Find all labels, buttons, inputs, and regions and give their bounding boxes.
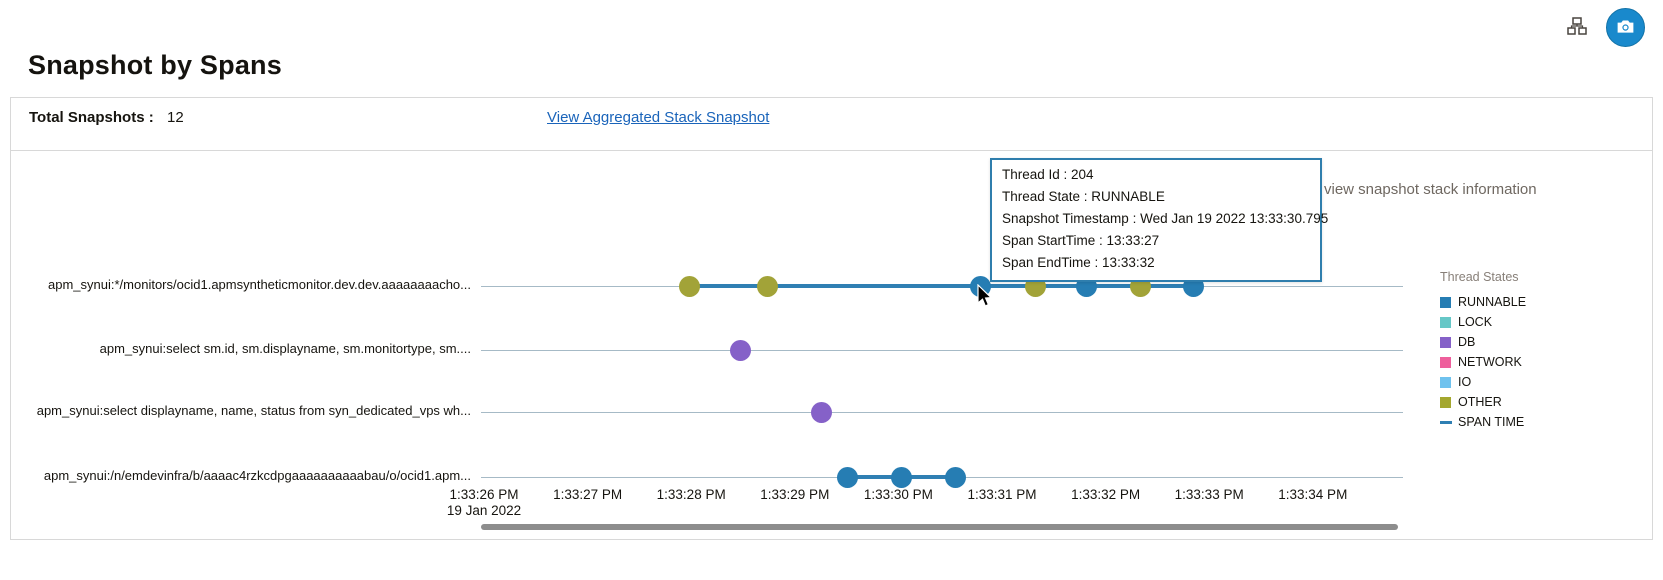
chart-row-label: apm_synui:select sm.id, sm.displayname, … <box>99 341 471 356</box>
snapshot-point[interactable] <box>837 466 859 488</box>
legend-title: Thread States <box>1440 270 1519 284</box>
legend-swatch <box>1440 396 1451 408</box>
snapshot-point[interactable] <box>944 466 966 488</box>
snapshot-point[interactable] <box>970 275 992 297</box>
legend-item-db: DB <box>1440 332 1526 352</box>
legend-swatch <box>1440 420 1452 424</box>
legend-label: OTHER <box>1458 395 1502 409</box>
legend-swatch <box>1440 376 1451 388</box>
snapshot-point[interactable] <box>891 466 912 488</box>
tooltip-span-endtime: Span EndTime : 13:33:32 <box>1002 255 1155 270</box>
tooltip-thread-id: Thread Id : 204 <box>1002 167 1094 182</box>
tooltip-snapshot-timestamp: Snapshot Timestamp : Wed Jan 19 2022 13:… <box>1002 211 1329 226</box>
snapshot-point[interactable] <box>811 401 833 423</box>
legend-item-runnable: RUNNABLE <box>1440 292 1526 312</box>
legend-item-io: IO <box>1440 372 1526 392</box>
snapshot-point[interactable] <box>757 275 779 297</box>
hierarchy-view-button[interactable] <box>1562 13 1592 43</box>
snapshot-point[interactable] <box>678 275 700 297</box>
view-snapshot-hint-text: view snapshot stack information <box>1324 181 1537 198</box>
hierarchy-icon <box>1567 17 1587 38</box>
legend-label: LOCK <box>1458 315 1493 329</box>
legend-item-network: NETWORK <box>1440 352 1526 372</box>
snapshot-tooltip: Thread Id : 204 Thread State : RUNNABLE … <box>990 158 1329 282</box>
toolbar <box>1562 8 1645 47</box>
legend-item-other: OTHER <box>1440 392 1526 412</box>
chart-row-label: apm_synui:*/monitors/ocid1.apmsyntheticm… <box>48 277 471 292</box>
page-title: Snapshot by Spans <box>28 50 282 80</box>
snapshots-panel <box>10 97 1653 540</box>
thread-states-legend: Thread States RUNNABLE LOCK DB NETWORK IO OTH… <box>1440 270 1526 432</box>
legend-label: NETWORK <box>1458 355 1522 369</box>
chart-row-label: apm_synui:/n/emdevinfra/b/aaaac4rzkcdpga… <box>43 468 471 483</box>
tooltip-thread-state: Thread State : RUNNABLE <box>1002 189 1165 204</box>
tooltip-span-starttime: Span StartTime : 13:33:27 <box>1002 233 1160 248</box>
legend-label: SPAN TIME <box>1458 415 1525 429</box>
total-snapshots-label: Total Snapshots : <box>29 109 154 126</box>
legend-item-span-time: SPAN TIME <box>1440 412 1526 432</box>
legend-label: RUNNABLE <box>1458 295 1527 309</box>
horizontal-scrollbar[interactable] <box>481 524 1398 530</box>
camera-icon <box>1615 16 1636 40</box>
panel-divider <box>11 150 1652 151</box>
legend-item-lock: LOCK <box>1440 312 1526 332</box>
legend-swatch <box>1440 316 1451 328</box>
camera-snapshot-button[interactable] <box>1606 8 1645 47</box>
legend-swatch <box>1440 296 1451 308</box>
legend-swatch <box>1440 356 1451 368</box>
legend-label: IO <box>1458 375 1472 389</box>
legend-items: RUNNABLE LOCK DB NETWORK IO OTHER SPAN TIME <box>1440 292 1526 432</box>
legend-label: DB <box>1458 335 1476 349</box>
snapshot-point[interactable] <box>730 339 752 361</box>
total-snapshots-value: 12 <box>167 109 184 126</box>
view-aggregated-stack-snapshot-link[interactable]: View Aggregated Stack Snapshot <box>547 109 770 126</box>
legend-swatch <box>1440 336 1451 348</box>
chart-row-label: apm_synui:select displayname, name, stat… <box>36 403 471 418</box>
